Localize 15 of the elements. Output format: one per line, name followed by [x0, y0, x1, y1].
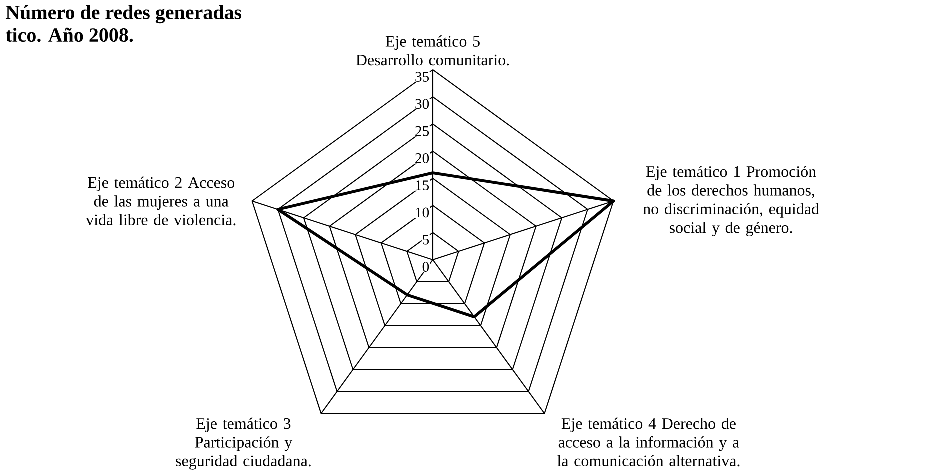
y-tick-label: 10 — [416, 208, 430, 218]
spoke-label: Eje temático 5 Desarrollo comunitario. — [356, 36, 510, 66]
chart-subtitle: tico. Año 2008. — [6, 28, 134, 42]
y-tick-label: 0 — [422, 262, 430, 272]
spoke-label: Eje temático 4 Derecho de acceso a la información y a la comunicación alternativa. — [558, 418, 740, 467]
y-tick-label: 20 — [416, 154, 430, 164]
y-tick-label: 5 — [423, 235, 430, 245]
spoke-label: Eje temático 2 Acceso de las mujeres a una vida libre de violencia. — [86, 176, 236, 226]
y-tick-label: 25 — [416, 126, 430, 136]
y-tick-label: 30 — [416, 99, 430, 110]
chart-title: Número de redes generadas — [6, 5, 242, 24]
y-tick-label: 35 — [416, 72, 430, 82]
y-tick-label: 15 — [416, 180, 430, 191]
spoke-label: Eje temático 1 Promoción de los derechos humanos, no discriminación, equidad social y de género. — [643, 166, 820, 237]
spoke-label: Eje temático 3 Participación y seguridad ciudadana. — [176, 418, 311, 470]
